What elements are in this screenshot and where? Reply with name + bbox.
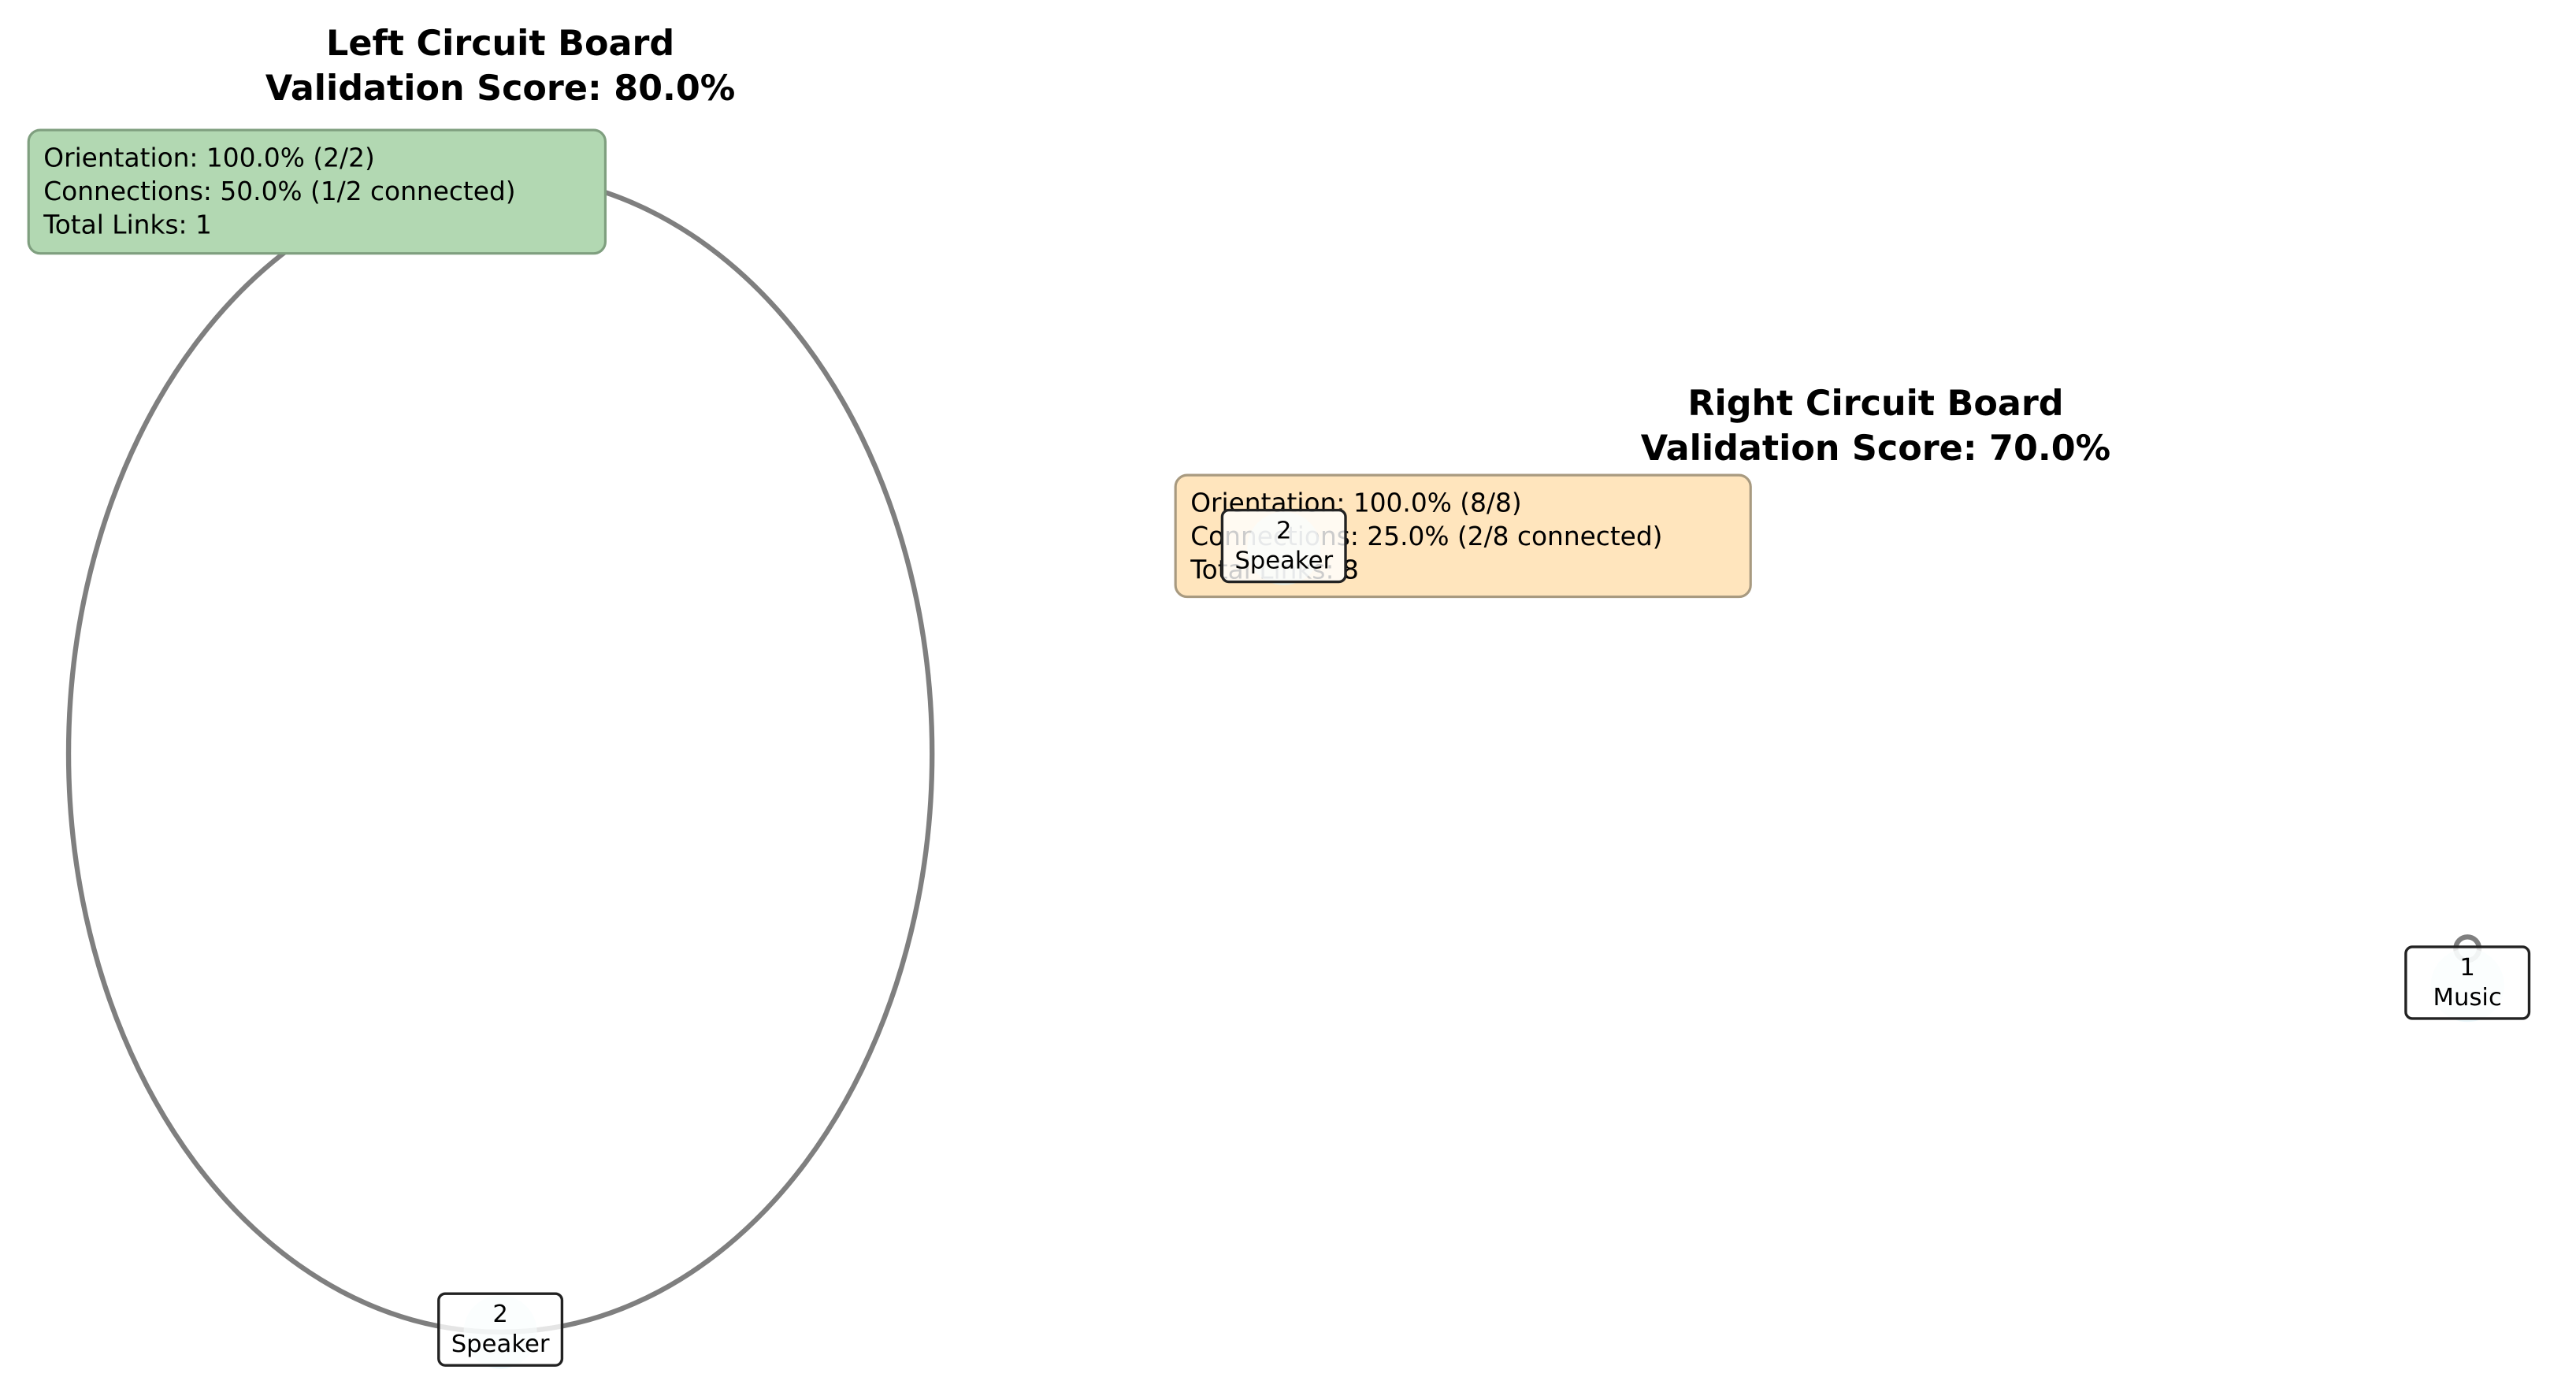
node-label: Speaker <box>1234 548 1333 575</box>
node-box <box>437 1292 564 1367</box>
panel-subtitle: Validation Score: 70.0% <box>1641 429 2110 469</box>
node-id: 2 <box>1276 518 1292 545</box>
node-box <box>1220 508 1347 584</box>
layer: Left Circuit Board Validation Score: 80.0… <box>27 24 2531 1369</box>
node-id: 1 <box>2459 954 2475 982</box>
node-label: Music <box>2433 984 2502 1012</box>
panel-title: Right Circuit Board <box>1687 384 2063 424</box>
info-line: Connections: 50.0% (1/2 connected) <box>43 176 515 206</box>
edge-loop <box>65 173 935 1334</box>
info-box <box>27 128 607 255</box>
info-line: Total Links: 1 <box>43 210 212 239</box>
node-box <box>2404 945 2531 1020</box>
panel-subtitle: Validation Score: 80.0% <box>265 69 735 109</box>
node-id: 2 <box>492 1301 508 1328</box>
info-line: Orientation: 100.0% (2/2) <box>43 143 374 173</box>
node-label: Speaker <box>451 1331 550 1358</box>
panel-title: Left Circuit Board <box>326 24 674 64</box>
